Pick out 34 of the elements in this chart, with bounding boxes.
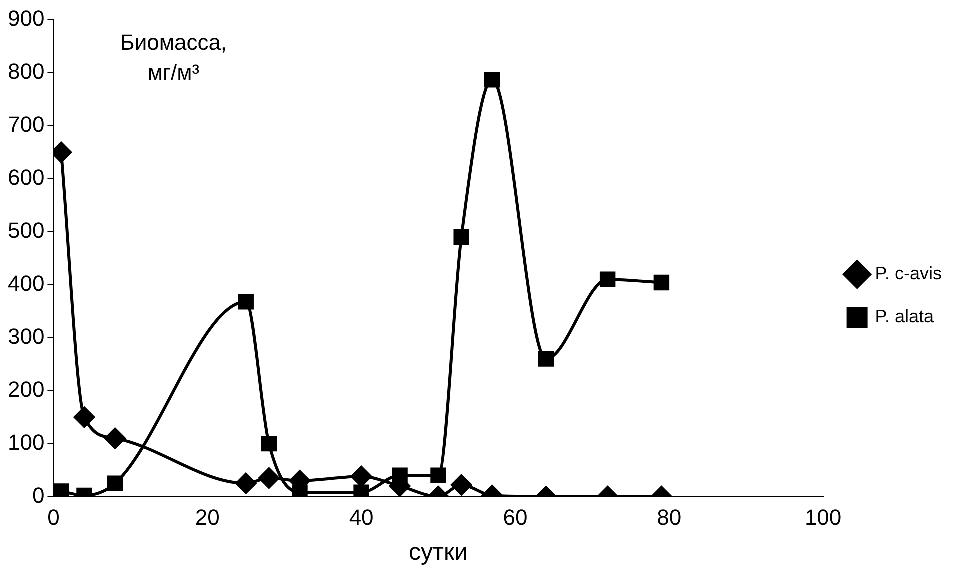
point: [74, 406, 95, 428]
x-tick-label: 60: [503, 505, 528, 530]
point: [236, 473, 257, 494]
point: [538, 351, 554, 367]
y-tick-label: 200: [8, 376, 45, 402]
x-tick-label: 100: [804, 505, 842, 530]
point: [454, 229, 470, 246]
x-tick-label: 40: [349, 505, 374, 530]
point: [238, 294, 254, 310]
point: [258, 468, 280, 489]
legend-label: P. alata: [875, 306, 936, 326]
y-tick-label: 300: [8, 324, 45, 349]
point: [54, 484, 70, 497]
point: [600, 272, 616, 288]
x-tick-label: 80: [657, 505, 682, 530]
point: [654, 274, 670, 291]
y-tick-label: 800: [8, 59, 45, 84]
y-tick-label: 100: [8, 430, 45, 455]
point: [104, 428, 126, 450]
point: [107, 476, 124, 492]
y-axis-title: Биомасса, мг/м³: [120, 30, 228, 85]
y-tick-label: 700: [8, 112, 45, 138]
x-tick-label: 20: [195, 505, 220, 530]
y-tick-label: 0: [32, 482, 45, 508]
point: [430, 468, 446, 484]
x-axis-title: сутки: [409, 539, 468, 566]
y-tick-label: 500: [8, 218, 45, 243]
y-tick-label: 900: [8, 6, 45, 32]
y-tick-label: 400: [8, 270, 45, 296]
point: [484, 72, 500, 88]
point: [261, 436, 278, 452]
point: [451, 474, 472, 496]
legend-label: P. c-avis: [875, 263, 942, 284]
y-tick-label: 600: [8, 164, 45, 190]
